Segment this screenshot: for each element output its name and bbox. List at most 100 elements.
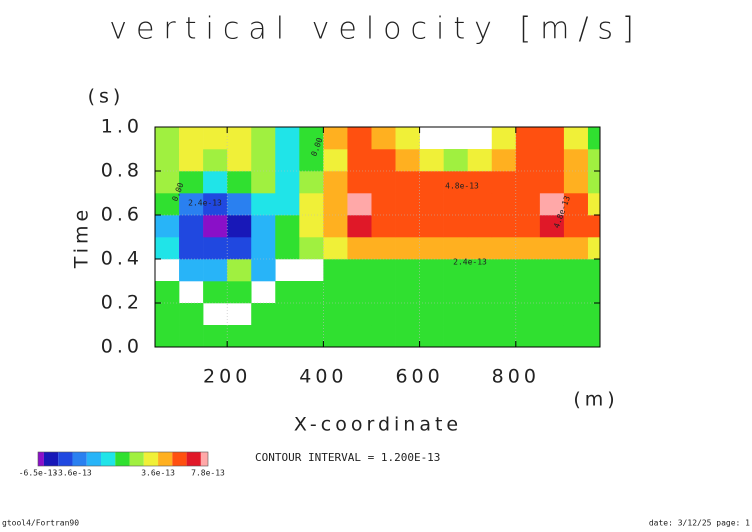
contour-cell [323,303,348,326]
contour-cell [251,237,276,260]
contour-cell [371,171,396,194]
plot-frame [154,126,601,348]
contour-cell [203,215,228,238]
contour-cell [275,215,300,238]
contour-cell [251,127,276,150]
contour-cell [443,193,469,216]
contour-cell [467,215,493,238]
contour-cell [467,325,493,348]
contour-cell [275,281,300,304]
contour-cell [563,281,589,304]
contour-cell [419,193,444,216]
contour-cell [563,325,589,348]
colorbar-swatch [158,452,173,466]
contour-cell [467,193,493,216]
contour-cell [275,193,300,216]
contour-cell [467,171,493,194]
contour-cell [179,325,204,348]
contour-cell [443,281,469,304]
contour-cell [227,259,252,282]
colorbar-swatch [186,452,201,466]
contour-cell [395,193,420,216]
contour-cell [251,193,276,216]
contour-cell [251,215,276,238]
contour-cell [395,259,420,282]
colorbar-label: -3.6e-13 [53,469,92,478]
contour-cell [443,325,469,348]
contour-cell [227,237,252,260]
contour-cell [587,171,601,194]
contour-cell [443,215,469,238]
colorbar-swatch [86,452,102,466]
contour-cell [347,215,372,238]
contour-cell [203,325,228,348]
contour-cell [371,237,396,260]
contour-cell [227,325,252,348]
colorbar-swatch [115,452,130,466]
contour-label: 2.4e-13 [453,258,487,267]
contour-cell [395,237,420,260]
contour-cell [515,193,541,216]
contour-cell [155,215,180,238]
y-tick-label: 0.0 [101,336,143,358]
contour-cell [539,193,565,216]
contour-cell [203,237,228,260]
contour-cell [515,171,541,194]
colorbar-swatch [72,452,87,466]
contour-cell [275,171,300,194]
contour-cell [443,149,469,172]
contour-cell [347,171,372,194]
contour-cell [347,259,372,282]
contour-cell [323,171,348,194]
contour-cell [371,303,396,326]
colorbar-frame [37,451,209,467]
contour-cell [587,325,601,348]
contour-cell [227,215,252,238]
contour-cell [563,193,589,216]
contour-cell [467,281,493,304]
contour-cell [299,171,324,194]
contour-cell [467,237,493,260]
contour-cell [203,149,228,172]
contour-cell [515,259,541,282]
colorbar-swatch [58,452,73,466]
contour-cell [539,303,565,326]
contour-cell [371,127,396,150]
y-tick-label: 1.0 [101,116,143,138]
contour-cell [587,127,601,150]
contour-cell [371,281,396,304]
contour-cell [587,193,601,216]
contour-cell [395,281,420,304]
contour-cell [347,149,372,172]
contour-cell [395,303,420,326]
contour-cell [299,215,324,238]
contour-cell [539,127,565,150]
contour-cell [515,149,541,172]
contour-cell [323,259,348,282]
contour-cell [419,325,444,348]
contour-cell [347,237,372,260]
contour-cell [371,149,396,172]
contour-cell [323,325,348,348]
contour-cell [155,281,180,304]
contour-cell [323,127,348,150]
contour-cell [443,237,469,260]
x-tick-label: 200 [203,366,251,388]
footer-left: gtool4/Fortran90 [2,519,79,528]
contour-cell [539,171,565,194]
y-axis-title: Time [71,206,93,270]
contour-cell [179,259,204,282]
contour-cell [419,215,444,238]
contour-cell [155,237,180,260]
contour-cell [155,193,180,216]
contour-cell [539,281,565,304]
contour-cell [491,259,517,282]
contour-cell [203,193,228,216]
contour-cell [563,259,589,282]
footer-right: date: 3/12/25 page: 1 [649,519,750,528]
contour-cell [395,171,420,194]
contour-interval: CONTOUR INTERVAL = 1.200E-13 [255,451,440,464]
contour-cell [539,325,565,348]
contour-cell [179,171,204,194]
contour-cell [299,237,324,260]
